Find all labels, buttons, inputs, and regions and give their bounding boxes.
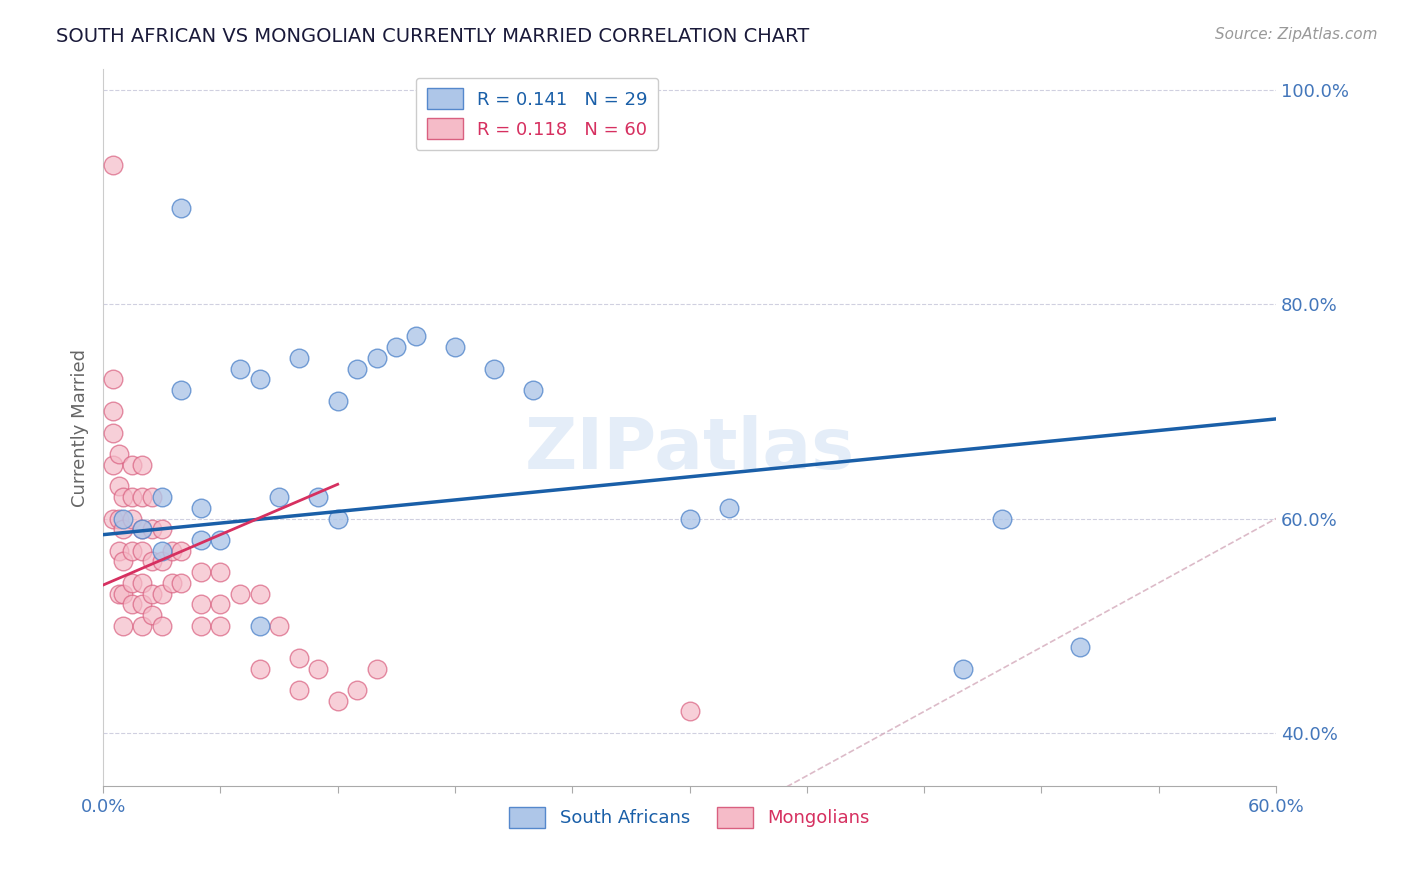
Point (121, 575, 143, 590)
Point (366, 351, 388, 365)
Point (150, 522, 173, 536)
Point (131, 522, 153, 536)
Point (190, 500, 212, 515)
Point (170, 383, 193, 397)
Point (326, 393, 349, 408)
Y-axis label: Currently Married: Currently Married (72, 349, 89, 507)
Point (209, 597, 232, 611)
Point (170, 201, 193, 215)
Point (482, 361, 505, 376)
Point (141, 607, 163, 622)
Point (385, 340, 408, 354)
Point (287, 651, 309, 665)
Point (107, 543, 129, 558)
Point (150, 543, 173, 558)
Point (249, 372, 271, 386)
Point (111, 522, 134, 536)
Point (346, 361, 368, 376)
Point (141, 522, 163, 536)
Point (170, 543, 193, 558)
Point (209, 533, 232, 547)
Point (101, 511, 124, 525)
Point (267, 490, 290, 504)
Point (1069, 640, 1091, 655)
Point (307, 662, 329, 676)
Point (121, 490, 143, 504)
Point (160, 543, 183, 558)
Legend: South Africans, Mongolians: South Africans, Mongolians (502, 799, 877, 835)
Point (952, 662, 974, 676)
Point (190, 619, 212, 633)
Point (160, 575, 183, 590)
Point (111, 490, 134, 504)
Point (131, 522, 153, 536)
Point (101, 425, 124, 440)
Point (249, 586, 271, 600)
Point (107, 447, 129, 461)
Point (150, 490, 173, 504)
Point (121, 458, 143, 472)
Point (121, 597, 143, 611)
Point (150, 586, 173, 600)
Point (267, 619, 290, 633)
Point (111, 619, 134, 633)
Point (121, 543, 143, 558)
Point (107, 586, 129, 600)
Point (249, 619, 271, 633)
Point (170, 575, 193, 590)
Point (131, 458, 153, 472)
Point (405, 329, 427, 343)
Point (141, 490, 163, 504)
Point (346, 683, 368, 698)
Point (366, 662, 388, 676)
Point (229, 586, 252, 600)
Point (101, 158, 124, 172)
Point (326, 694, 349, 708)
Point (150, 554, 173, 568)
Point (131, 490, 153, 504)
Point (190, 533, 212, 547)
Point (101, 812, 124, 826)
Point (287, 683, 309, 698)
Point (101, 458, 124, 472)
Point (141, 586, 163, 600)
Text: Source: ZipAtlas.com: Source: ZipAtlas.com (1215, 27, 1378, 42)
Point (111, 554, 134, 568)
Point (131, 619, 153, 633)
Point (444, 340, 467, 354)
Point (131, 597, 153, 611)
Point (150, 619, 173, 633)
Point (111, 586, 134, 600)
Point (131, 543, 153, 558)
Text: ZIPatlas: ZIPatlas (524, 415, 855, 483)
Point (101, 404, 124, 418)
Point (190, 565, 212, 579)
Point (209, 619, 232, 633)
Point (249, 662, 271, 676)
Text: SOUTH AFRICAN VS MONGOLIAN CURRENTLY MARRIED CORRELATION CHART: SOUTH AFRICAN VS MONGOLIAN CURRENTLY MAR… (56, 27, 810, 45)
Point (991, 511, 1014, 525)
Point (326, 511, 349, 525)
Point (190, 597, 212, 611)
Point (209, 565, 232, 579)
Point (107, 511, 129, 525)
Point (678, 705, 700, 719)
Point (107, 479, 129, 493)
Point (522, 383, 544, 397)
Point (121, 511, 143, 525)
Point (678, 511, 700, 525)
Point (287, 351, 309, 365)
Point (717, 500, 740, 515)
Point (131, 575, 153, 590)
Point (141, 554, 163, 568)
Point (229, 361, 252, 376)
Point (101, 372, 124, 386)
Point (307, 490, 329, 504)
Point (111, 511, 134, 525)
